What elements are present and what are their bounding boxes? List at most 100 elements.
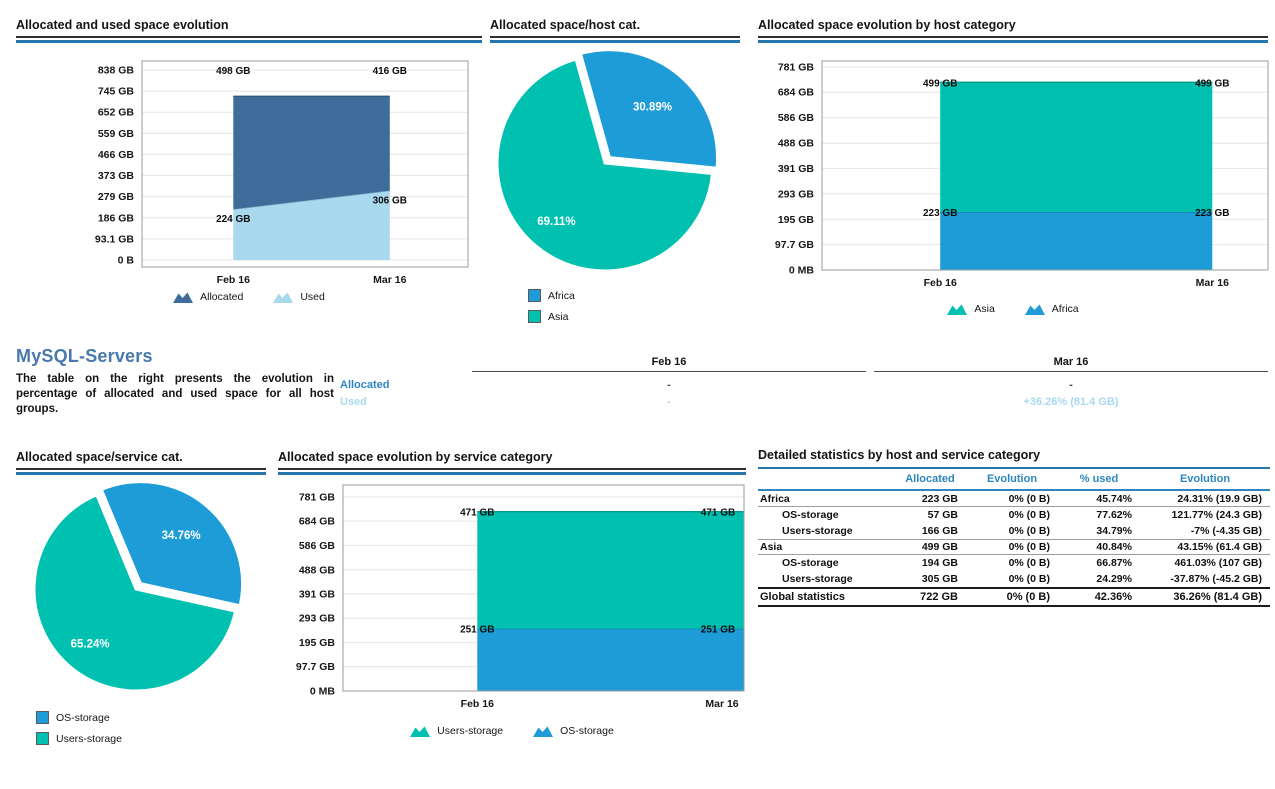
summary-row-label-used: Used — [340, 396, 367, 408]
pie-chart-service-category: 34.76% 65.24% — [32, 480, 245, 693]
title-rule — [16, 36, 482, 43]
data-label: 251 GB — [701, 625, 735, 636]
area-series-used — [233, 190, 390, 260]
dt-cell: 0% (0 B) — [1008, 557, 1050, 569]
legend-label: Used — [300, 291, 325, 303]
data-label: 223 GB — [1195, 208, 1229, 219]
panel-evolution-service-category: Allocated space evolution by service cat… — [278, 450, 746, 737]
chart-legend: Asia Africa — [758, 303, 1268, 315]
y-tick-label: 97.7 GB — [775, 239, 815, 251]
y-tick-label: 93.1 GB — [95, 233, 135, 245]
panel-detailed-statistics: Detailed statistics by host and service … — [758, 448, 1270, 607]
stacked-area-chart-host-category: 0 MB 97.7 GB 195 GB 293 GB 391 GB 488 GB 586 G… — [775, 60, 1269, 289]
chart-legend: Users-storage OS-storage — [278, 725, 746, 737]
panel-allocated-used-evolution: Allocated and used space evolution 0 B 93… — [16, 18, 482, 303]
data-label: 471 GB — [701, 508, 735, 519]
legend-label: Africa — [548, 289, 575, 302]
legend-swatch — [528, 310, 541, 323]
dt-row-label: Africa — [760, 492, 790, 505]
dt-cell: 0% (0 B) — [1008, 541, 1050, 553]
dt-row-label: Global statistics — [760, 591, 845, 603]
legend-swatch — [36, 732, 49, 745]
legend-swatch — [36, 711, 49, 724]
dt-row-label: OS-storage — [782, 509, 839, 521]
pie-slice-label: 69.11% — [537, 216, 575, 228]
y-tick-label: 186 GB — [98, 212, 135, 224]
y-tick-label: 391 GB — [778, 163, 815, 175]
dt-cell: 42.36% — [1094, 591, 1132, 603]
legend-item-users-storage: Users-storage — [410, 725, 503, 737]
dt-cell: 43.15% (61.4 GB) — [1177, 541, 1262, 553]
detailed-table-header: Allocated Evolution % used Evolution — [758, 469, 1270, 491]
dt-row-global-statistics: Global statistics 722 GB 0% (0 B) 42.36% 36.… — [758, 587, 1270, 607]
legend-item-users-storage: Users-storage — [36, 732, 266, 745]
legend-label: Asia — [548, 310, 569, 323]
summary-value: - — [1069, 379, 1073, 391]
chart-legend: Africa Asia — [490, 289, 740, 323]
data-label: 306 GB — [373, 196, 407, 207]
dt-row-label: Users-storage — [782, 573, 853, 585]
dt-row-users-storage: Users-storage 166 GB 0% (0 B) 34.79% -7% (-4… — [758, 523, 1270, 539]
plot-border — [821, 60, 1269, 271]
panel-evolution-host-category: Allocated space evolution by host catego… — [758, 18, 1269, 315]
legend-swatch — [528, 289, 541, 302]
dt-row-os-storage: OS-storage 57 GB 0% (0 B) 77.62% 121.77% (24… — [758, 507, 1270, 523]
y-tick-label: 293 GB — [778, 188, 815, 200]
dt-cell: 24.29% — [1096, 573, 1132, 585]
plot-border — [342, 484, 745, 692]
area-series-africa — [940, 212, 1213, 270]
x-tick-label: Mar 16 — [1196, 277, 1229, 289]
dt-cell: 722 GB — [920, 591, 958, 603]
summary-column-feb: Feb 16 — [651, 356, 687, 368]
y-tick-label: 195 GB — [778, 214, 815, 226]
y-tick-label: 684 GB — [299, 516, 336, 528]
y-tick-label: 838 GB — [98, 65, 135, 77]
chart-title: Allocated space evolution by service cat… — [278, 450, 553, 464]
area-series-os-storage — [477, 628, 744, 691]
panel-allocated-space-service-cat: Allocated space/service cat. 34.76% 65.24… — [16, 450, 266, 745]
legend-item-os-storage: OS-storage — [533, 725, 614, 737]
dt-cell: 66.87% — [1096, 557, 1132, 569]
area-series-icon — [273, 292, 294, 303]
detailed-table-body: Africa 223 GB 0% (0 B) 45.74% 24.31% (19.9 G… — [758, 491, 1270, 607]
summary-value: - — [667, 379, 671, 391]
x-tick-label: Mar 16 — [373, 274, 406, 285]
legend-item-africa: Africa — [1024, 303, 1079, 315]
dt-row-label: Users-storage — [782, 525, 853, 537]
dt-cell: 34.79% — [1096, 525, 1132, 537]
dt-cell: 45.74% — [1096, 492, 1132, 505]
table-title: Detailed statistics by host and service … — [758, 448, 1041, 462]
legend-item-used: Used — [273, 291, 325, 303]
pie-slice-africa — [578, 48, 719, 170]
y-tick-label: 466 GB — [98, 149, 135, 161]
y-tick-label: 684 GB — [778, 87, 815, 99]
y-tick-label: 373 GB — [98, 170, 135, 182]
y-tick-label: 391 GB — [299, 588, 336, 600]
summary-row-label-allocated: Allocated — [340, 379, 390, 391]
x-tick-label: Feb 16 — [217, 274, 250, 285]
summary-value: - — [667, 396, 671, 408]
dt-cell: 166 GB — [921, 525, 958, 537]
x-tick-label: Mar 16 — [705, 698, 738, 710]
data-label: 499 GB — [1195, 78, 1229, 89]
chart-title: Allocated space/host cat. — [490, 18, 641, 32]
area-series-allocated — [233, 96, 390, 210]
y-tick-label: 559 GB — [98, 128, 135, 140]
data-label: 251 GB — [460, 625, 494, 636]
y-tick-label: 0 MB — [310, 686, 336, 698]
dt-row-label: OS-storage — [782, 557, 839, 569]
pie-slice-label: 65.24% — [71, 639, 110, 651]
summary-rule — [472, 371, 866, 372]
legend-item-africa: Africa — [528, 289, 740, 302]
legend-label: Users-storage — [437, 725, 504, 737]
y-tick-label: 195 GB — [299, 637, 336, 649]
summary-column-mar: Mar 16 — [1053, 356, 1089, 368]
panel-allocated-space-host-cat: Allocated space/host cat. 30.89% 69.11% A… — [490, 18, 740, 323]
dt-cell: 0% (0 B) — [1008, 573, 1050, 585]
dt-column-header: % used — [1079, 473, 1119, 485]
y-tick-label: 0 MB — [789, 265, 815, 277]
y-tick-label: 652 GB — [98, 107, 135, 119]
dt-cell: -37.87% (-45.2 GB) — [1170, 573, 1262, 585]
report-description: The table on the right presents the evol… — [16, 373, 334, 416]
